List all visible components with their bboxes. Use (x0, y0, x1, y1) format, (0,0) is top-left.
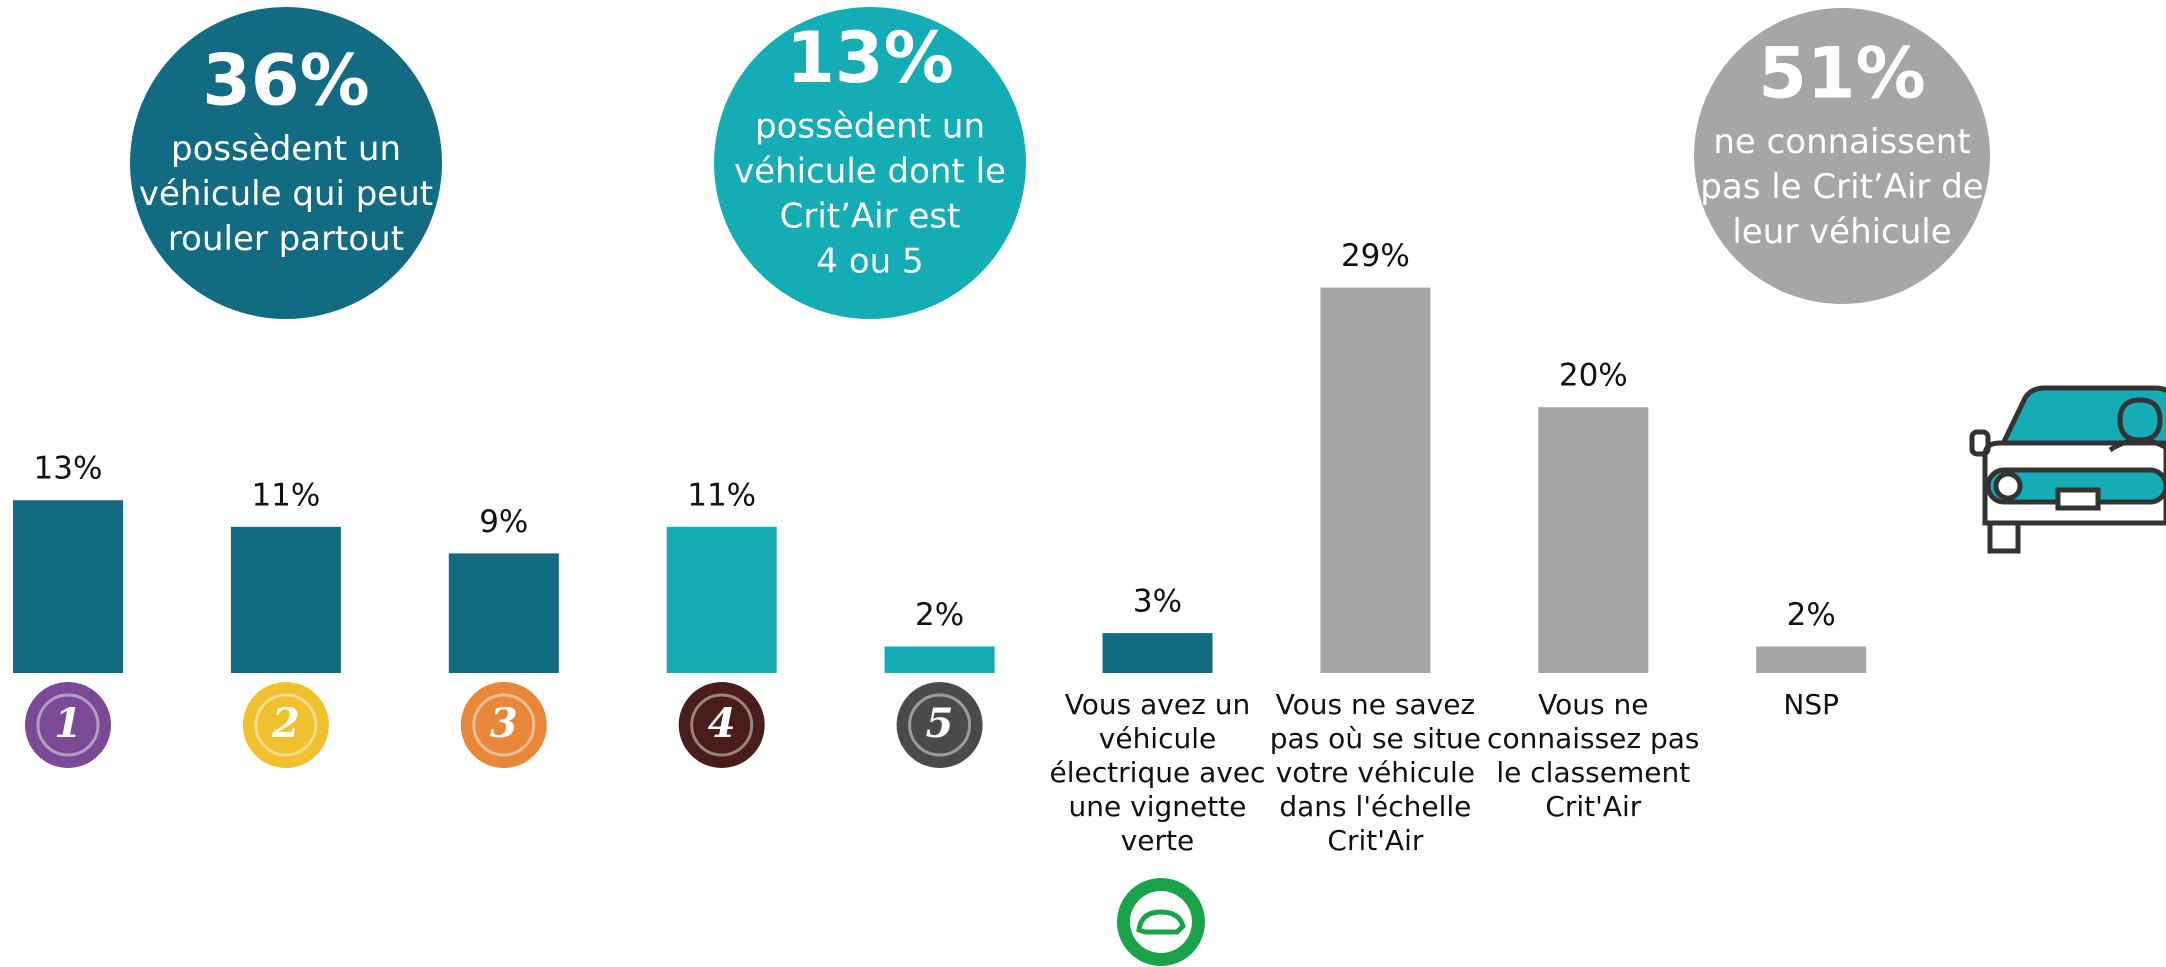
highlight-text: véhicule dont le (734, 152, 1006, 192)
highlight-text: leur véhicule (1732, 212, 1951, 252)
highlight-circle (714, 7, 1026, 319)
bar (1756, 646, 1867, 673)
bar (1538, 407, 1649, 673)
bar (884, 646, 995, 673)
badge (896, 682, 983, 768)
x-tick-label: 3 (490, 700, 518, 747)
badge (460, 682, 547, 768)
highlight-text: pas le Crit’Air de (1700, 167, 1983, 207)
value-label: 11% (687, 477, 756, 513)
badge-ring (36, 693, 100, 757)
value-label: 11% (251, 477, 320, 513)
highlight-circle (130, 7, 442, 319)
value-label: 3% (1133, 584, 1182, 620)
badge (242, 682, 329, 768)
x-tick-label: 5 (926, 700, 954, 747)
x-tick-label: NSP (1783, 688, 1839, 721)
value-label: 2% (915, 597, 964, 633)
bar (13, 500, 123, 673)
highlight-value: 13% (786, 17, 954, 99)
badge (25, 682, 111, 768)
car-icon (1969, 385, 2166, 554)
highlight-value: 51% (1758, 33, 1926, 115)
x-tick-label: 4 (708, 700, 736, 747)
bar (230, 526, 341, 673)
badge-ring (472, 693, 536, 757)
x-tick-label: Vous avez un véhicule électrique avec un… (1049, 688, 1266, 857)
badge (678, 682, 765, 768)
highlight-value: 36% (202, 40, 370, 122)
highlight-text: Crit’Air est (780, 197, 961, 237)
bar (448, 553, 559, 673)
x-tick-label: 2 (271, 700, 300, 747)
x-tick-label: Vous ne connaissez pas le classement Cri… (1487, 688, 1700, 823)
highlight-circle (1694, 8, 1990, 304)
highlight-text: ne connaissent (1713, 122, 1970, 162)
highlight-text: possèdent un (755, 107, 985, 147)
badge-ring (254, 693, 318, 757)
eco-icon (1117, 878, 1205, 966)
value-label: 13% (34, 451, 103, 487)
bar (1102, 633, 1213, 673)
bar (1320, 287, 1431, 673)
value-label: 29% (1341, 238, 1410, 274)
highlight-text: possèdent un (171, 129, 401, 169)
value-label: 20% (1559, 358, 1628, 394)
value-label: 9% (479, 504, 528, 540)
highlight-text: véhicule qui peut (139, 174, 433, 214)
bar (666, 526, 777, 673)
badge-ring (690, 693, 754, 757)
x-tick-label: Vous ne savez pas où se situe votre véhi… (1269, 688, 1481, 857)
value-label: 2% (1787, 597, 1836, 633)
highlight-text: 4 ou 5 (816, 242, 923, 282)
badge-ring (908, 693, 972, 757)
highlight-text: rouler partout (168, 219, 404, 259)
x-tick-label: 1 (54, 700, 82, 747)
